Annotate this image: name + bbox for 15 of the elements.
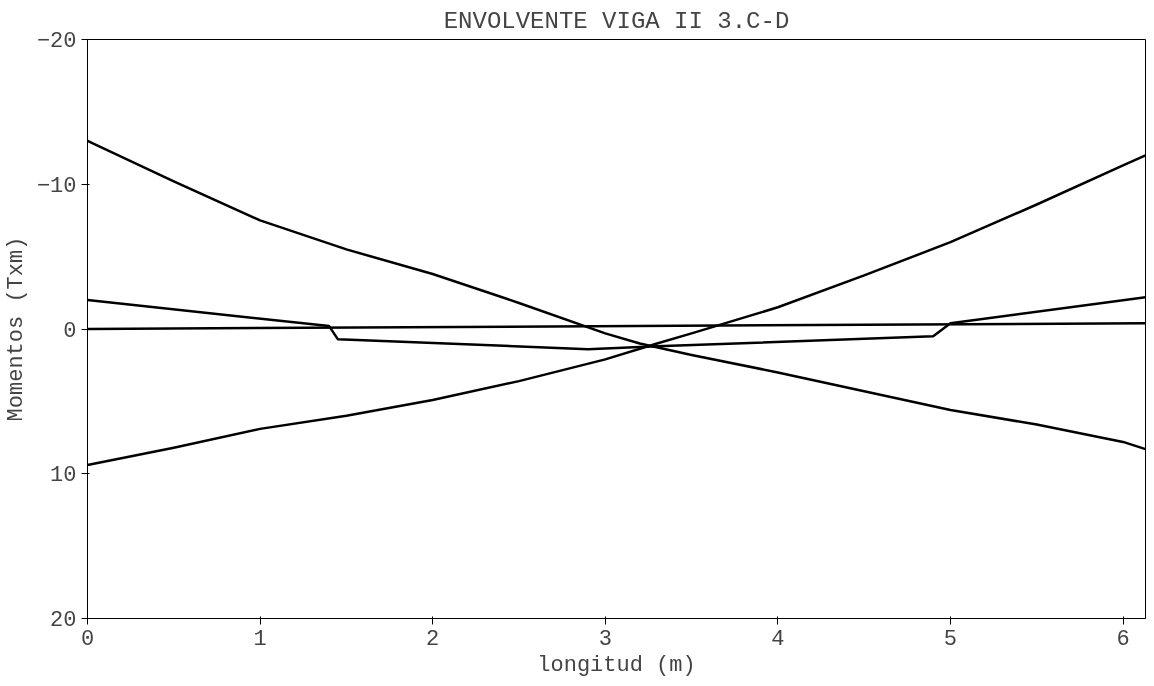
- x-tick-label: 1: [253, 626, 267, 652]
- y-tick-label: 0: [63, 318, 77, 344]
- y-tick-label: 10: [50, 463, 77, 489]
- y-tick-label: 20: [50, 608, 77, 633]
- x-axis-title: longitud (m): [537, 652, 696, 678]
- x-tick-label: 3: [598, 626, 612, 652]
- x-tick-label: 4: [771, 626, 785, 652]
- y-tick-label: −10: [36, 173, 77, 199]
- y-tick-label: −20: [36, 29, 77, 54]
- chart-title: ENVOLVENTE VIGA II 3.C-D: [443, 7, 790, 35]
- x-tick-label: 2: [426, 626, 440, 652]
- x-tick-label: 0: [80, 626, 95, 652]
- x-tick-label: 5: [943, 626, 958, 652]
- y-axis-title: Momentos (Txm): [3, 236, 29, 422]
- x-tick-label: 6: [1116, 626, 1130, 652]
